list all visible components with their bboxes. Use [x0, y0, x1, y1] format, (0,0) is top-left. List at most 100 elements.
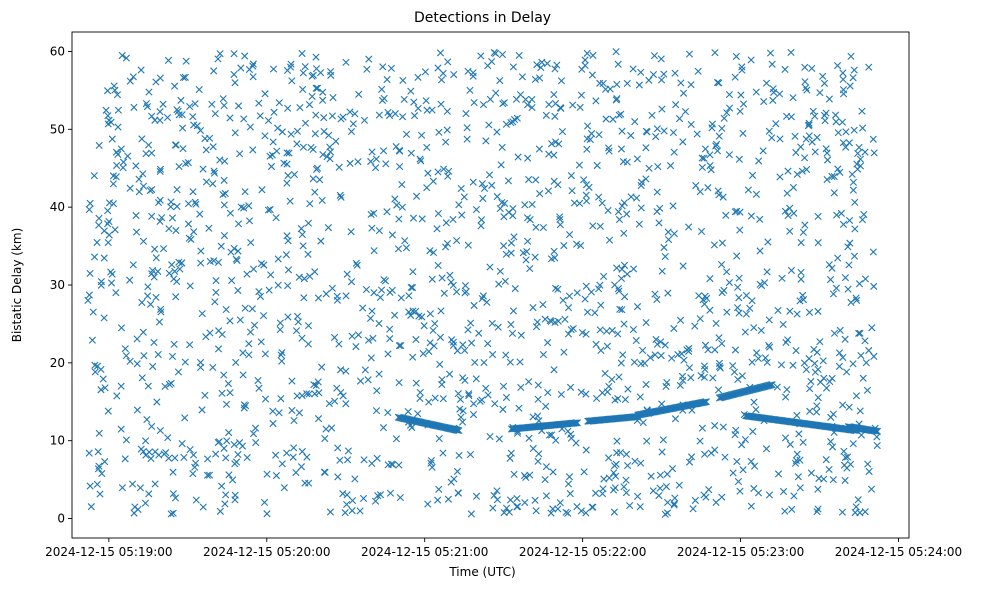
data-point [506, 358, 514, 366]
data-point [95, 429, 103, 437]
data-point [269, 419, 277, 428]
data-point [568, 187, 576, 195]
data-point [755, 157, 763, 165]
data-point [467, 339, 476, 347]
data-point [220, 201, 228, 209]
data-point [118, 51, 126, 60]
data-point [532, 176, 540, 184]
data-point [352, 343, 360, 351]
data-point [164, 434, 172, 442]
data-point [496, 204, 504, 213]
data-point [689, 505, 697, 513]
data-point [148, 112, 156, 120]
data-point [136, 484, 145, 492]
data-point [328, 284, 336, 292]
data-point [701, 145, 710, 153]
data-point [802, 365, 810, 374]
data-point [837, 209, 845, 217]
data-point [248, 305, 256, 313]
data-point [364, 336, 373, 344]
data-point [91, 368, 99, 376]
data-point [288, 77, 296, 85]
data-point [299, 242, 307, 250]
data-point [583, 49, 591, 57]
data-point [399, 76, 407, 85]
data-point [629, 65, 637, 73]
data-point [421, 68, 430, 76]
data-point [805, 308, 814, 316]
data-point [175, 111, 183, 119]
data-point [319, 88, 327, 96]
data-point [715, 79, 723, 87]
data-point [685, 364, 694, 372]
data-point [599, 79, 607, 88]
data-point [851, 225, 859, 233]
data-point [409, 214, 418, 222]
data-point [480, 358, 488, 367]
data-point [416, 388, 424, 396]
data-point [509, 307, 518, 315]
data-point [477, 222, 485, 230]
data-point [618, 202, 626, 210]
data-point [658, 267, 666, 275]
data-point [583, 135, 591, 143]
data-point [489, 504, 497, 512]
data-point [636, 503, 644, 511]
data-point [498, 143, 506, 151]
data-point [330, 333, 339, 342]
data-point [171, 141, 179, 149]
data-point [528, 95, 536, 104]
data-point [201, 391, 209, 399]
data-point [236, 150, 244, 158]
data-point [455, 451, 463, 460]
data-point [777, 361, 786, 369]
data-point [657, 76, 666, 84]
data-point [631, 118, 639, 126]
data-point [737, 91, 745, 99]
data-point [657, 338, 665, 346]
data-point [482, 384, 490, 392]
data-point [412, 335, 420, 344]
data-point [565, 292, 574, 300]
data-point [495, 280, 503, 288]
data-point [693, 130, 701, 138]
data-point [437, 100, 445, 108]
data-point [472, 205, 480, 214]
data-point [212, 450, 220, 458]
data-point [367, 157, 375, 166]
data-point [304, 219, 313, 227]
data-point [711, 422, 719, 430]
data-point [153, 398, 161, 406]
data-point [209, 180, 217, 188]
data-point [360, 116, 369, 124]
data-point [162, 449, 170, 457]
data-point [412, 379, 420, 387]
data-point [748, 358, 756, 366]
data-point [384, 461, 392, 469]
data-point [293, 140, 301, 148]
data-point [596, 222, 604, 230]
data-point [652, 133, 660, 141]
data-point [675, 115, 684, 123]
data-point [259, 312, 268, 320]
data-point [352, 259, 360, 267]
data-point [263, 470, 271, 478]
data-point [842, 128, 850, 136]
y-tick-label: 50 [50, 122, 65, 136]
data-point [400, 95, 408, 104]
data-point [759, 147, 767, 155]
data-point [376, 293, 384, 302]
data-point [865, 467, 873, 476]
data-point [828, 374, 836, 383]
data-point [458, 211, 466, 219]
data-point [845, 139, 853, 147]
data-point [419, 350, 427, 358]
data-point [110, 82, 118, 90]
data-point [277, 395, 285, 403]
data-point [446, 271, 454, 279]
data-point [529, 304, 537, 312]
data-point [529, 444, 537, 453]
data-point [286, 197, 294, 205]
data-point [181, 73, 189, 81]
